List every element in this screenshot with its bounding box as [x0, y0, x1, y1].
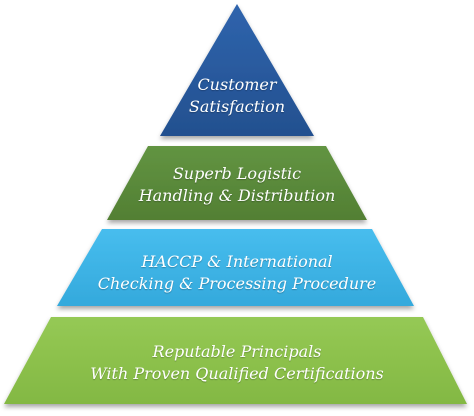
tier-4-line-2: With Proven Qualified Certifications	[90, 364, 384, 383]
tier-2-label: Superb Logistic Handling & Distribution	[0, 163, 474, 207]
tier-4-label: Reputable Principals With Proven Qualifi…	[0, 341, 474, 385]
tier-1-line-2: Satisfaction	[188, 97, 286, 116]
tier-2-shape	[107, 146, 367, 220]
tier-3-label: HACCP & International Checking & Process…	[0, 251, 474, 295]
tier-4-shape	[4, 317, 467, 404]
tier-2-line-1: Superb Logistic	[172, 164, 302, 183]
tier-1-label: Customer Satisfaction	[0, 74, 474, 118]
tier-4-line-1: Reputable Principals	[152, 342, 322, 361]
tier-3-line-1: HACCP & International	[141, 252, 333, 271]
tier-1-line-1: Customer	[197, 75, 277, 94]
tier-1-shape	[160, 4, 314, 136]
tier-3-line-2: Checking & Processing Procedure	[97, 274, 377, 293]
tier-3-shape	[57, 229, 414, 306]
tier-2-line-2: Handling & Distribution	[138, 186, 336, 205]
